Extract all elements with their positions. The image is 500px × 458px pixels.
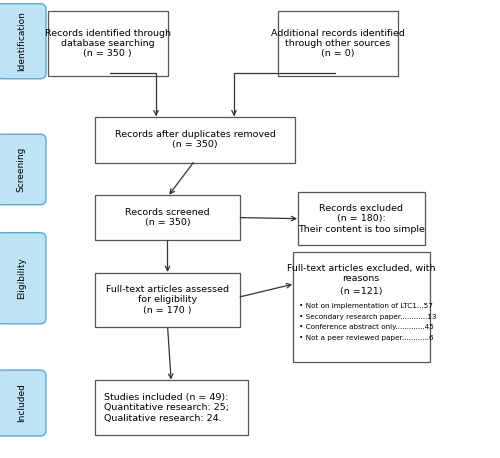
Text: Additional records identified
through other sources
(n = 0): Additional records identified through ot… [270, 28, 404, 59]
FancyBboxPatch shape [0, 4, 46, 79]
FancyBboxPatch shape [95, 195, 240, 240]
FancyBboxPatch shape [95, 380, 248, 435]
Text: Records identified through
database searching
(n = 350 ): Records identified through database sear… [44, 28, 170, 59]
Text: • Not a peer reviewed paper............6: • Not a peer reviewed paper............6 [299, 335, 434, 341]
FancyBboxPatch shape [278, 11, 398, 76]
Text: Full-text articles assessed
for eligibility
(n = 170 ): Full-text articles assessed for eligibil… [106, 285, 229, 315]
FancyBboxPatch shape [0, 370, 46, 436]
Text: reasons: reasons [342, 274, 380, 284]
Text: Included: Included [16, 384, 26, 422]
Text: Records screened
(n = 350): Records screened (n = 350) [125, 208, 210, 227]
FancyBboxPatch shape [0, 134, 46, 205]
FancyBboxPatch shape [298, 192, 425, 245]
FancyBboxPatch shape [48, 11, 168, 76]
FancyBboxPatch shape [95, 117, 295, 163]
Text: Full-text articles excluded, with: Full-text articles excluded, with [287, 264, 436, 273]
Text: Eligibility: Eligibility [16, 257, 26, 299]
Text: • Conference abstract only.............45: • Conference abstract only.............4… [299, 324, 434, 330]
Text: Records excluded
(n = 180):
Their content is too simple: Records excluded (n = 180): Their conten… [298, 204, 424, 234]
FancyBboxPatch shape [0, 233, 46, 324]
FancyBboxPatch shape [95, 273, 240, 327]
Text: • Secondary research paper............13: • Secondary research paper............13 [299, 314, 436, 320]
Text: Identification: Identification [16, 11, 26, 71]
Text: Studies included (n = 49):
Quantitative research: 25;
Qualitative research: 24.: Studies included (n = 49): Quantitative … [104, 393, 228, 423]
Text: Records after duplicates removed
(n = 350): Records after duplicates removed (n = 35… [114, 130, 276, 149]
FancyBboxPatch shape [292, 252, 430, 362]
Text: • Not on implementation of LTC1...57: • Not on implementation of LTC1...57 [299, 303, 433, 309]
Text: Screening: Screening [16, 147, 26, 192]
Text: (n =121): (n =121) [340, 287, 382, 296]
